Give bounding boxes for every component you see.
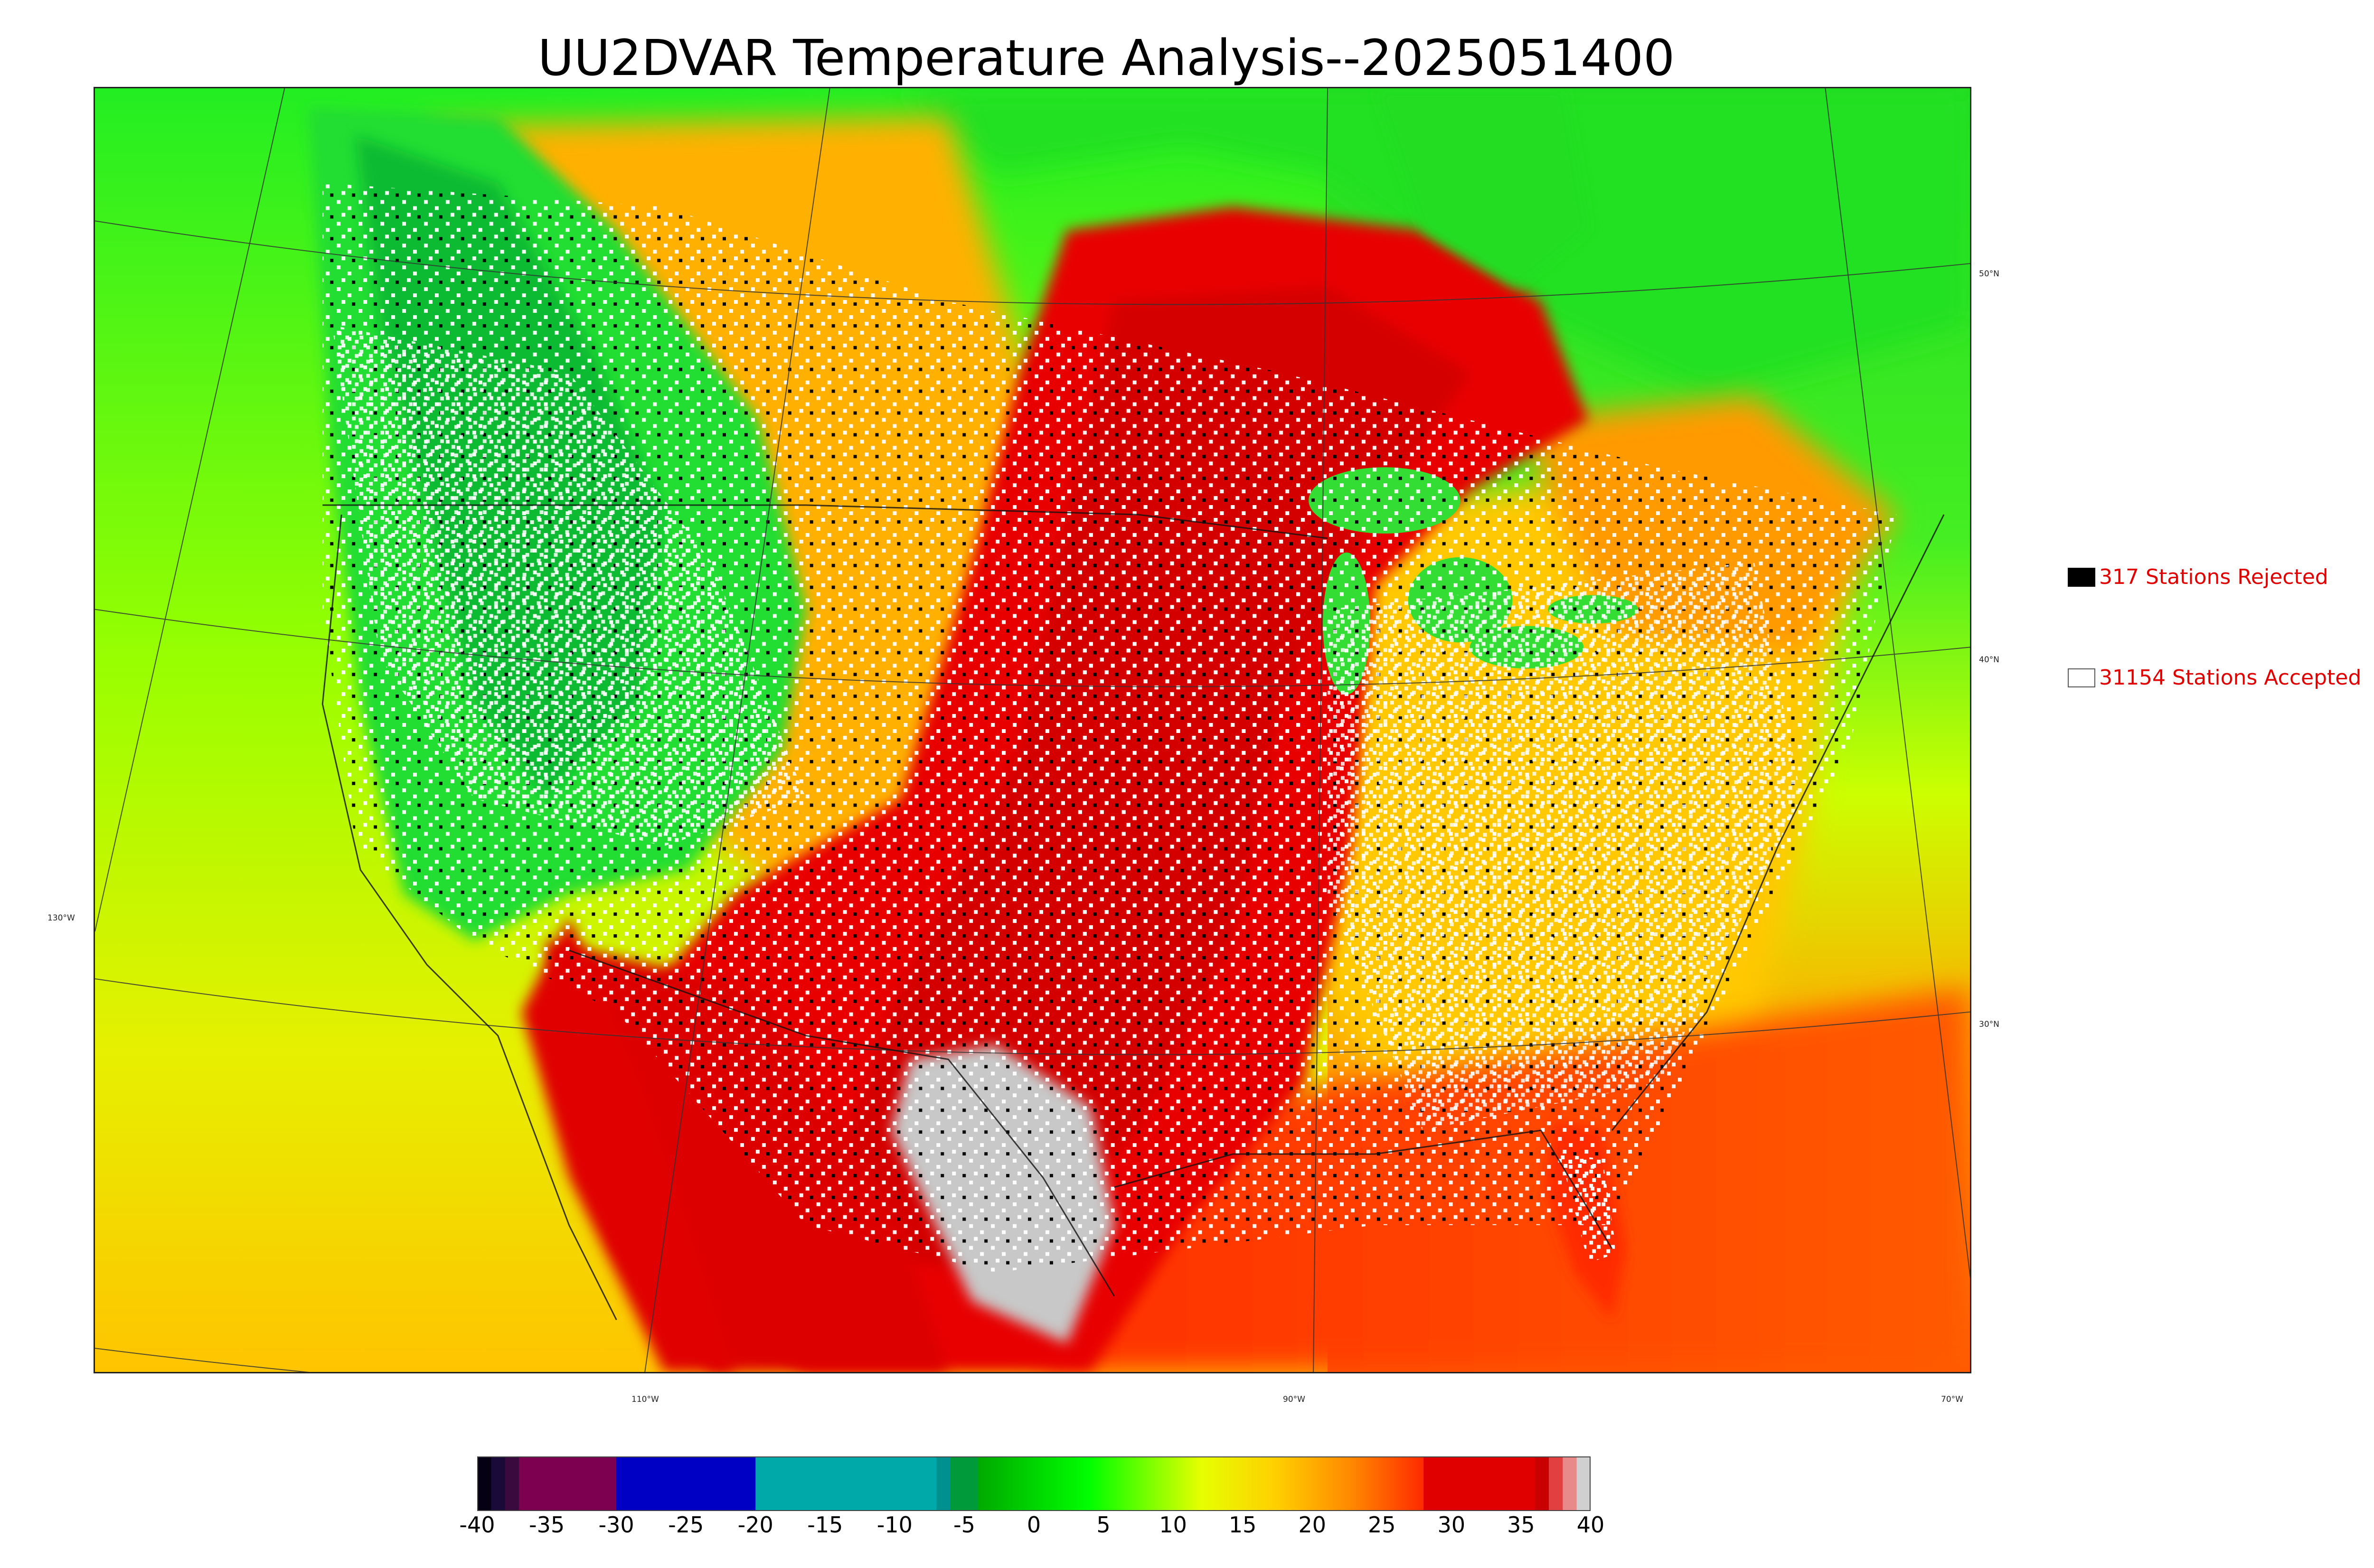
colorbar-tick-labels: -40 -35 -30 -25 -20 -15 -10 -5 0 5 10 15 20 25 30 35 40 — [0, 1512, 2374, 1545]
temperature-colorbar — [477, 1456, 1591, 1511]
colorbar-segment — [1549, 1456, 1563, 1511]
colorbar-tick-label: -10 — [876, 1512, 913, 1538]
colorbar-tick-label: 20 — [1298, 1512, 1327, 1538]
legend-accepted: 31154 Stations Accepted — [2068, 666, 2361, 690]
colorbar-segment — [491, 1456, 506, 1511]
longitude-label-110w: 110°W — [631, 1395, 659, 1404]
colorbar-tick-label: 0 — [1027, 1512, 1041, 1538]
colorbar-tick-label: -5 — [953, 1512, 975, 1538]
accepted-label: 31154 Stations Accepted — [2099, 666, 2362, 690]
latitude-label-50n: 50°N — [1979, 269, 1999, 279]
colorbar-segment — [616, 1456, 756, 1511]
colorbar-tick-label: 10 — [1159, 1512, 1187, 1538]
colorbar-segment — [518, 1456, 617, 1511]
longitude-label-130w: 130°W — [47, 913, 75, 923]
colorbar-segment — [1563, 1456, 1577, 1511]
colorbar-segment — [1535, 1456, 1549, 1511]
temperature-field — [95, 88, 1970, 1372]
temperature-map[interactable] — [94, 87, 1971, 1373]
colorbar-tick-label: 5 — [1096, 1512, 1111, 1538]
latitude-label-30n: 30°N — [1979, 1020, 1999, 1029]
colorbar-tick-label: 35 — [1507, 1512, 1535, 1538]
colorbar-tick-label: 40 — [1576, 1512, 1605, 1538]
colorbar-tick-label: -25 — [668, 1512, 704, 1538]
colorbar-tick-label: -35 — [528, 1512, 565, 1538]
rejected-label: 317 Stations Rejected — [2099, 565, 2328, 589]
longitude-label-90w: 90°W — [1283, 1395, 1305, 1404]
colorbar-segment — [477, 1456, 491, 1511]
colorbar-tick-label: -30 — [598, 1512, 634, 1538]
colorbar-segment — [950, 1456, 979, 1511]
accepted-swatch — [2068, 668, 2095, 687]
colorbar-tick-label: 30 — [1437, 1512, 1466, 1538]
colorbar-tick-label: 25 — [1368, 1512, 1396, 1538]
colorbar-segment — [505, 1456, 519, 1511]
colorbar-tick-label: -15 — [807, 1512, 843, 1538]
colorbar-segment — [1201, 1456, 1424, 1511]
legend-rejected: 317 Stations Rejected — [2068, 565, 2328, 589]
longitude-label-70w: 70°W — [1941, 1395, 1963, 1404]
map-title: UU2DVAR Temperature Analysis--2025051400 — [537, 29, 1675, 87]
colorbar-tick-label: 15 — [1228, 1512, 1257, 1538]
latitude-label-40n: 40°N — [1979, 655, 1999, 665]
colorbar-segment — [1423, 1456, 1536, 1511]
colorbar-tick-label: -20 — [737, 1512, 773, 1538]
rejected-swatch — [2068, 567, 2095, 587]
colorbar-segment — [936, 1456, 951, 1511]
colorbar-segment — [755, 1456, 937, 1511]
colorbar-tick-label: -40 — [459, 1512, 495, 1538]
colorbar-segment — [978, 1456, 1201, 1511]
colorbar-segment — [1576, 1456, 1591, 1511]
